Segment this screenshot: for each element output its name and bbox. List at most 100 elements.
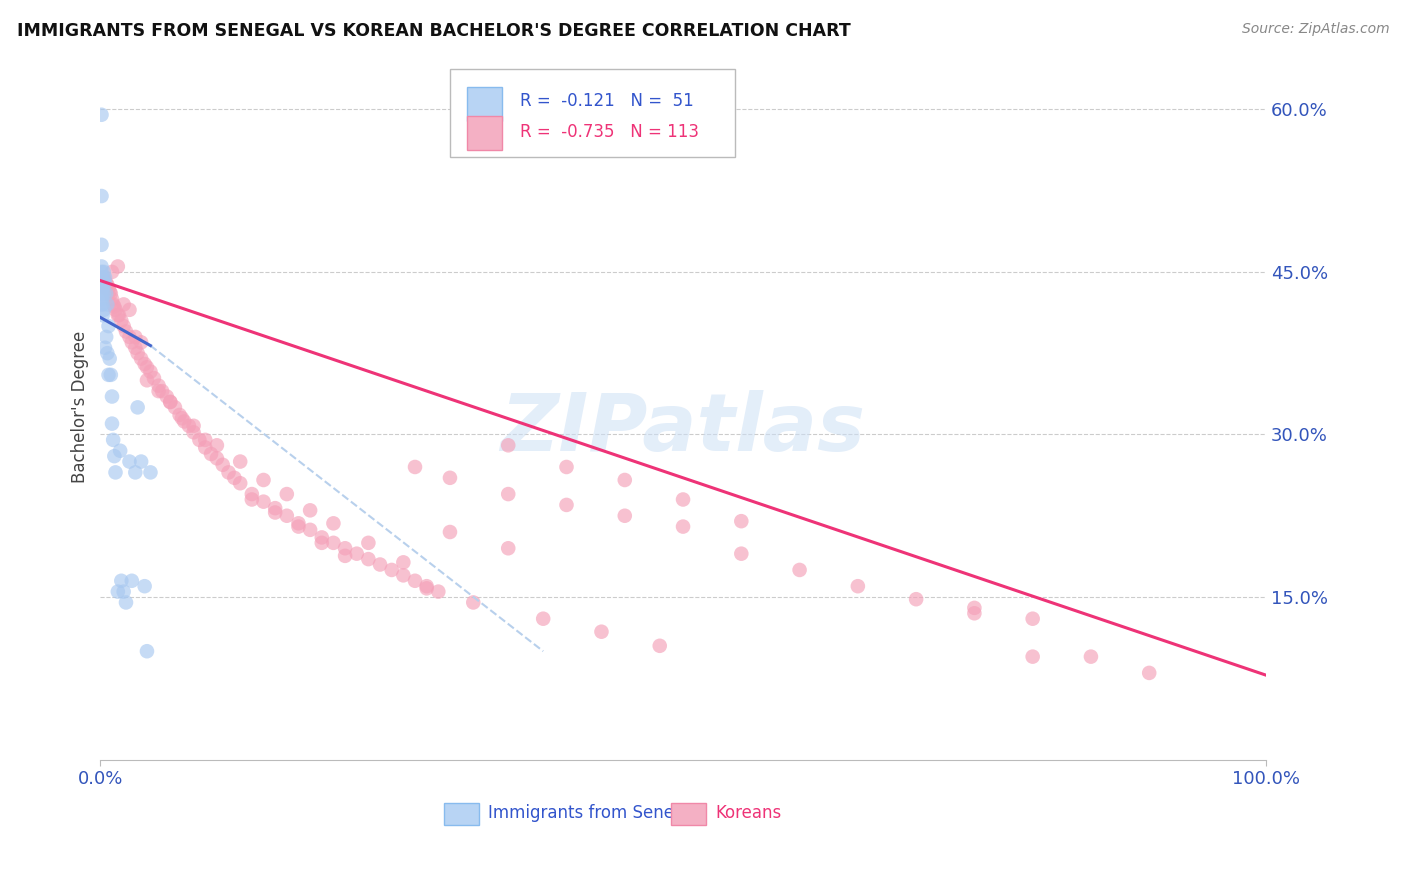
- Point: [905, 592, 928, 607]
- Point: [150, 384, 173, 398]
- FancyBboxPatch shape: [467, 117, 502, 150]
- Point: [94, 341, 117, 355]
- Point: [101, 390, 124, 404]
- Point: [205, 451, 228, 466]
- Point: [118, 454, 141, 468]
- Point: [730, 514, 752, 528]
- Point: [169, 408, 191, 422]
- Point: [415, 579, 437, 593]
- Point: [110, 313, 132, 327]
- Point: [205, 438, 228, 452]
- Point: [118, 330, 141, 344]
- Point: [93, 302, 115, 317]
- Point: [90, 281, 112, 295]
- Point: [555, 460, 578, 475]
- FancyBboxPatch shape: [444, 803, 479, 825]
- Point: [170, 411, 193, 425]
- Point: [672, 492, 695, 507]
- Point: [252, 473, 274, 487]
- Point: [672, 519, 695, 533]
- Point: [159, 395, 181, 409]
- Point: [96, 277, 118, 292]
- Point: [648, 639, 671, 653]
- Point: [194, 433, 217, 447]
- Point: [90, 286, 112, 301]
- Point: [322, 516, 344, 531]
- Point: [252, 494, 274, 508]
- Point: [91, 297, 114, 311]
- Point: [121, 335, 143, 350]
- Point: [127, 401, 149, 415]
- Point: [108, 308, 131, 322]
- Point: [112, 297, 135, 311]
- Text: IMMIGRANTS FROM SENEGAL VS KOREAN BACHELOR'S DEGREE CORRELATION CHART: IMMIGRANTS FROM SENEGAL VS KOREAN BACHEL…: [17, 22, 851, 40]
- Point: [211, 458, 233, 472]
- Point: [136, 644, 159, 658]
- Point: [134, 357, 156, 371]
- Point: [127, 346, 149, 360]
- Point: [299, 523, 322, 537]
- Point: [98, 351, 121, 366]
- Point: [357, 552, 380, 566]
- Point: [115, 595, 138, 609]
- Point: [107, 260, 129, 274]
- Point: [91, 281, 114, 295]
- Point: [311, 530, 333, 544]
- Point: [404, 460, 426, 475]
- Point: [96, 276, 118, 290]
- Point: [121, 574, 143, 588]
- Point: [1021, 649, 1043, 664]
- Point: [96, 297, 118, 311]
- Point: [101, 297, 124, 311]
- Point: [90, 189, 112, 203]
- Point: [90, 276, 112, 290]
- Point: [98, 285, 121, 299]
- Point: [90, 297, 112, 311]
- Point: [93, 265, 115, 279]
- Point: [224, 471, 246, 485]
- Point: [148, 378, 170, 392]
- Point: [240, 492, 263, 507]
- Point: [439, 524, 461, 539]
- Point: [104, 302, 127, 317]
- Point: [1137, 665, 1160, 680]
- Y-axis label: Bachelor's Degree: Bachelor's Degree: [72, 331, 89, 483]
- Point: [103, 449, 125, 463]
- Point: [333, 549, 356, 563]
- Point: [101, 417, 124, 431]
- Point: [183, 425, 205, 440]
- Point: [101, 292, 124, 306]
- Point: [136, 360, 159, 375]
- Point: [96, 286, 118, 301]
- Text: Koreans: Koreans: [716, 805, 782, 822]
- Point: [357, 536, 380, 550]
- Point: [591, 624, 613, 639]
- Point: [496, 541, 519, 556]
- Point: [90, 270, 112, 285]
- Point: [276, 508, 298, 523]
- Point: [104, 466, 127, 480]
- Point: [110, 574, 132, 588]
- Point: [392, 555, 415, 569]
- Text: R =  -0.121   N =  51: R = -0.121 N = 51: [520, 93, 693, 111]
- Point: [94, 281, 117, 295]
- Point: [129, 351, 152, 366]
- Point: [846, 579, 869, 593]
- Point: [139, 466, 162, 480]
- Point: [264, 501, 287, 516]
- Point: [183, 418, 205, 433]
- Point: [188, 433, 211, 447]
- Point: [108, 443, 131, 458]
- Text: Source: ZipAtlas.com: Source: ZipAtlas.com: [1241, 22, 1389, 37]
- Point: [194, 441, 217, 455]
- Point: [107, 584, 129, 599]
- Point: [730, 547, 752, 561]
- Point: [124, 341, 146, 355]
- Point: [90, 260, 112, 274]
- Point: [143, 371, 166, 385]
- Point: [381, 563, 404, 577]
- Point: [96, 346, 118, 360]
- Point: [496, 438, 519, 452]
- Point: [97, 281, 120, 295]
- Point: [1021, 612, 1043, 626]
